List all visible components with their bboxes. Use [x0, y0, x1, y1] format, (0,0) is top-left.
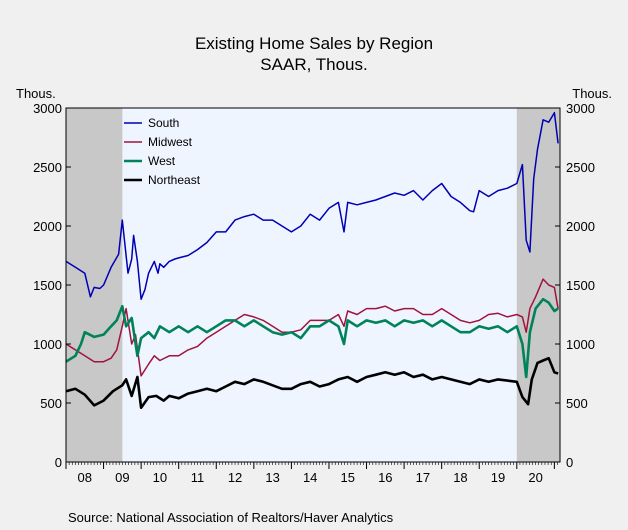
- x-tick-label-20: 20: [528, 470, 542, 485]
- legend-label-northeast: Northeast: [148, 173, 201, 187]
- y-tick-label-left-500: 500: [40, 396, 62, 411]
- x-tick-label-08: 08: [78, 470, 92, 485]
- axes: 0 0 500 500 1000 1000 1500 1500 2000 2000 2500 2500…: [33, 101, 595, 485]
- y-tick-label-left-2500: 2500: [33, 160, 62, 175]
- x-tick-label-13: 13: [265, 470, 279, 485]
- chart-subtitle: SAAR, Thous.: [260, 55, 367, 74]
- series-line-south: [65, 111, 559, 300]
- x-tick-label-09: 09: [115, 470, 129, 485]
- y-tick-label-left-3000: 3000: [33, 101, 62, 116]
- y-tick-label-right-3000: 3000: [566, 101, 595, 116]
- x-tick-label-15: 15: [341, 470, 355, 485]
- x-minor-ticks: [65, 462, 558, 465]
- y-tick-label-right-500: 500: [566, 396, 588, 411]
- y-tick-label-left-1000: 1000: [33, 337, 62, 352]
- x-tick-label-10: 10: [153, 470, 167, 485]
- plot-area: [66, 108, 560, 462]
- y-axis-right-label: Thous.: [572, 86, 612, 101]
- x-tick-label-17: 17: [416, 470, 430, 485]
- legend-label-midwest: Midwest: [148, 135, 193, 149]
- source-note: Source: National Association of Realtors…: [68, 510, 394, 525]
- x-tick-label-18: 18: [453, 470, 467, 485]
- x-tick-label-16: 16: [378, 470, 392, 485]
- y-tick-label-right-2000: 2000: [566, 219, 595, 234]
- x-tick-label-11: 11: [191, 470, 205, 485]
- legend-label-south: South: [148, 116, 179, 130]
- y-tick-label-right-0: 0: [566, 455, 573, 470]
- legend-label-west: West: [148, 154, 176, 168]
- plot-background: [66, 108, 560, 462]
- recession-band-1: [516, 108, 560, 462]
- series-line-northeast: [65, 356, 559, 410]
- recession-band-0: [66, 108, 123, 462]
- series-lines: [65, 111, 559, 410]
- y-axis-left-label: Thous.: [16, 86, 56, 101]
- chart-title: Existing Home Sales by Region: [195, 34, 433, 53]
- x-tick-label-12: 12: [228, 470, 242, 485]
- legend: South Midwest West Northeast: [124, 116, 201, 187]
- x-tick-label-19: 19: [491, 470, 505, 485]
- y-tick-label-right-1000: 1000: [566, 337, 595, 352]
- x-tick-label-14: 14: [303, 470, 317, 485]
- y-tick-label-left-1500: 1500: [33, 278, 62, 293]
- y-tick-label-right-2500: 2500: [566, 160, 595, 175]
- y-tick-label-right-1500: 1500: [566, 278, 595, 293]
- y-tick-label-left-0: 0: [55, 455, 62, 470]
- y-tick-label-left-2000: 2000: [33, 219, 62, 234]
- series-line-west: [65, 297, 559, 379]
